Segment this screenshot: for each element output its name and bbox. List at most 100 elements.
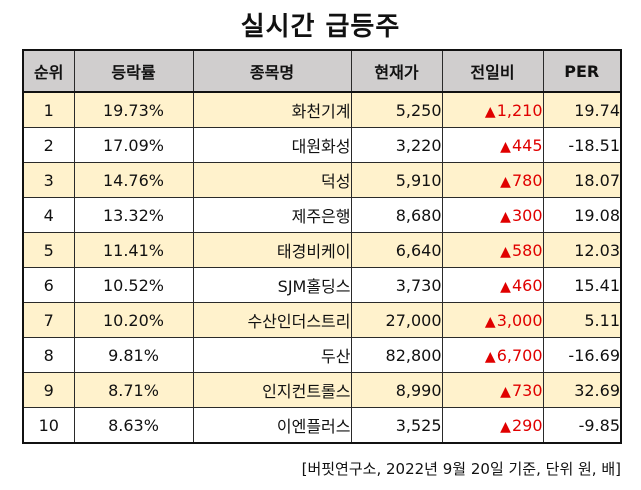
- up-triangle-icon: ▲: [500, 418, 511, 435]
- cell-per: 5.11: [542, 302, 622, 338]
- header-change: 전일비: [441, 49, 544, 93]
- cell-change: ▲6,700: [441, 337, 544, 373]
- header-per: PER: [542, 49, 622, 93]
- up-triangle-icon: ▲: [500, 208, 511, 225]
- cell-rank: 6: [22, 267, 75, 303]
- cell-price: 8,680: [350, 197, 443, 233]
- cell-change: ▲300: [441, 197, 544, 233]
- cell-per: 12.03: [542, 232, 622, 268]
- cell-rate: 17.09%: [73, 127, 194, 163]
- cell-stock-name: 화천기계: [192, 91, 352, 128]
- cell-price: 3,525: [350, 407, 443, 444]
- table-row: 6 10.52% SJM홀딩스 3,730 ▲460 15.41: [22, 267, 622, 303]
- cell-rank: 2: [22, 127, 75, 163]
- table-row: 5 11.41% 태경비케이 6,640 ▲580 12.03: [22, 232, 622, 268]
- cell-rank: 1: [22, 91, 75, 128]
- change-value: 1,210: [496, 100, 543, 120]
- cell-change: ▲780: [441, 162, 544, 198]
- cell-rank: 7: [22, 302, 75, 338]
- cell-price: 5,910: [350, 162, 443, 198]
- up-triangle-icon: ▲: [500, 278, 511, 295]
- cell-rank: 3: [22, 162, 75, 198]
- table-row: 1 19.73% 화천기계 5,250 ▲1,210 19.74: [22, 91, 622, 128]
- change-value: 6,700: [496, 345, 543, 365]
- change-value: 460: [511, 275, 543, 295]
- table-row: 2 17.09% 대원화성 3,220 ▲445 -18.51: [22, 127, 622, 163]
- cell-change: ▲1,210: [441, 91, 544, 128]
- up-triangle-icon: ▲: [484, 103, 496, 120]
- cell-change: ▲3,000: [441, 302, 544, 338]
- cell-price: 6,640: [350, 232, 443, 268]
- up-triangle-icon: ▲: [484, 348, 496, 365]
- cell-price: 3,220: [350, 127, 443, 163]
- cell-per: 19.74: [542, 91, 622, 128]
- cell-per: 18.07: [542, 162, 622, 198]
- cell-rank: 4: [22, 197, 75, 233]
- cell-per: -16.69: [542, 337, 622, 373]
- cell-change: ▲290: [441, 407, 544, 444]
- cell-stock-name: SJM홀딩스: [192, 267, 352, 303]
- up-triangle-icon: ▲: [500, 243, 511, 260]
- up-triangle-icon: ▲: [500, 173, 511, 190]
- cell-stock-name: 수산인더스트리: [192, 302, 352, 338]
- change-value: 780: [511, 170, 543, 190]
- table-row: 10 8.63% 이엔플러스 3,525 ▲290 -9.85: [22, 407, 622, 444]
- header-price: 현재가: [350, 49, 443, 93]
- cell-stock-name: 태경비케이: [192, 232, 352, 268]
- cell-per: 19.08: [542, 197, 622, 233]
- cell-stock-name: 덕성: [192, 162, 352, 198]
- change-value: 730: [511, 380, 543, 400]
- table-row: 8 9.81% 두산 82,800 ▲6,700 -16.69: [22, 337, 622, 373]
- up-triangle-icon: ▲: [500, 383, 511, 400]
- cell-rate: 10.52%: [73, 267, 194, 303]
- cell-per: -9.85: [542, 407, 622, 444]
- header-name: 종목명: [192, 49, 352, 93]
- cell-per: 32.69: [542, 372, 622, 408]
- cell-rate: 9.81%: [73, 337, 194, 373]
- table-row: 7 10.20% 수산인더스트리 27,000 ▲3,000 5.11: [22, 302, 622, 338]
- page-title: 실시간 급등주: [240, 12, 401, 42]
- table-row: 9 8.71% 인지컨트롤스 8,990 ▲730 32.69: [22, 372, 622, 408]
- change-value: 580: [511, 240, 543, 260]
- cell-rate: 14.76%: [73, 162, 194, 198]
- cell-rank: 5: [22, 232, 75, 268]
- cell-change: ▲460: [441, 267, 544, 303]
- cell-rate: 13.32%: [73, 197, 194, 233]
- cell-price: 8,990: [350, 372, 443, 408]
- cell-price: 3,730: [350, 267, 443, 303]
- cell-rate: 10.20%: [73, 302, 194, 338]
- cell-rank: 9: [22, 372, 75, 408]
- change-value: 3,000: [496, 310, 543, 330]
- cell-rate: 19.73%: [73, 91, 194, 128]
- source-note: [버핏연구소, 2022년 9월 20일 기준, 단위 원, 배]: [301, 460, 621, 478]
- cell-change: ▲445: [441, 127, 544, 163]
- cell-per: 15.41: [542, 267, 622, 303]
- cell-stock-name: 대원화성: [192, 127, 352, 163]
- cell-rank: 10: [22, 407, 75, 444]
- up-triangle-icon: ▲: [500, 138, 511, 155]
- cell-rate: 8.71%: [73, 372, 194, 408]
- cell-change: ▲580: [441, 232, 544, 268]
- table-row: 4 13.32% 제주은행 8,680 ▲300 19.08: [22, 197, 622, 233]
- change-value: 445: [511, 135, 543, 155]
- cell-rank: 8: [22, 337, 75, 373]
- surge-stock-table: 순위 등락률 종목명 현재가 전일비 PER 1 19.73% 화천기계 5,250 ▲…: [22, 49, 622, 444]
- cell-price: 5,250: [350, 91, 443, 128]
- cell-price: 27,000: [350, 302, 443, 338]
- table-row: 3 14.76% 덕성 5,910 ▲780 18.07: [22, 162, 622, 198]
- header-rate: 등락률: [73, 49, 194, 93]
- cell-stock-name: 두산: [192, 337, 352, 373]
- cell-rate: 8.63%: [73, 407, 194, 444]
- header-rank: 순위: [22, 49, 75, 93]
- cell-price: 82,800: [350, 337, 443, 373]
- cell-per: -18.51: [542, 127, 622, 163]
- cell-change: ▲730: [441, 372, 544, 408]
- table-header-row: 순위 등락률 종목명 현재가 전일비 PER: [22, 49, 622, 93]
- up-triangle-icon: ▲: [484, 313, 496, 330]
- cell-rate: 11.41%: [73, 232, 194, 268]
- change-value: 290: [511, 415, 543, 435]
- cell-stock-name: 제주은행: [192, 197, 352, 233]
- cell-stock-name: 인지컨트롤스: [192, 372, 352, 408]
- cell-stock-name: 이엔플러스: [192, 407, 352, 444]
